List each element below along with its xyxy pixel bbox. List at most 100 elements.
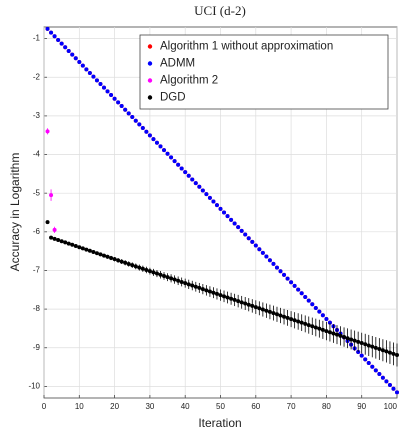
marker (211, 199, 216, 204)
marker (63, 45, 68, 50)
y-tick-label: -10 (28, 382, 40, 391)
marker (264, 254, 269, 259)
marker (186, 173, 191, 178)
marker (130, 263, 135, 268)
y-tick-label: -1 (33, 34, 41, 43)
marker (94, 251, 99, 256)
marker (45, 129, 50, 134)
chart-title: UCI (d-2) (194, 3, 246, 18)
marker (313, 305, 318, 310)
marker (94, 78, 99, 83)
x-tick-label: 10 (75, 402, 84, 411)
marker (123, 107, 128, 112)
marker (126, 111, 131, 116)
marker (352, 338, 357, 343)
marker (151, 137, 156, 142)
marker (52, 34, 57, 39)
marker (264, 308, 269, 313)
marker (359, 341, 364, 346)
marker (70, 242, 75, 247)
marker (363, 357, 368, 362)
marker (119, 259, 124, 264)
x-tick-label: 20 (110, 402, 119, 411)
x-tick-label: 100 (384, 402, 398, 411)
marker (193, 284, 198, 289)
marker (49, 30, 54, 35)
marker (387, 350, 392, 355)
marker (243, 232, 248, 237)
marker (84, 67, 89, 72)
marker (285, 276, 290, 281)
marker (306, 323, 311, 328)
marker (151, 270, 156, 275)
marker (197, 184, 202, 189)
marker (204, 288, 209, 293)
marker (236, 225, 241, 230)
marker (260, 307, 265, 312)
marker (229, 217, 234, 222)
marker (363, 342, 368, 347)
marker (126, 261, 131, 266)
marker (278, 313, 283, 318)
marker (232, 221, 237, 226)
marker (87, 70, 92, 75)
marker (289, 280, 294, 285)
marker (102, 85, 107, 90)
x-tick-label: 40 (181, 402, 190, 411)
marker (250, 303, 255, 308)
legend-box (139, 34, 389, 110)
marker (154, 140, 159, 145)
marker (306, 298, 311, 303)
marker (327, 330, 332, 335)
y-tick-label: -6 (33, 227, 41, 236)
marker (370, 344, 375, 349)
marker (56, 238, 61, 243)
marker (289, 317, 294, 322)
x-tick-label: 60 (251, 402, 260, 411)
marker (116, 258, 121, 263)
marker (109, 93, 114, 98)
marker (395, 353, 399, 358)
marker (257, 247, 262, 252)
marker (377, 347, 382, 352)
x-tick-label: 90 (357, 402, 366, 411)
marker (52, 227, 57, 232)
marker (137, 265, 142, 270)
marker (144, 129, 149, 134)
marker (169, 155, 174, 160)
marker (377, 372, 382, 377)
marker (59, 239, 64, 244)
legend-marker (147, 78, 153, 83)
marker (123, 260, 128, 265)
marker (274, 312, 279, 317)
marker (324, 316, 329, 321)
marker (207, 289, 212, 294)
marker (303, 321, 308, 326)
marker (391, 386, 396, 391)
marker (313, 325, 318, 330)
series (45, 26, 399, 395)
x-tick-label: 50 (216, 402, 225, 411)
marker (292, 318, 297, 323)
marker (296, 319, 301, 324)
y-tick-label: -2 (33, 72, 41, 81)
marker (303, 294, 308, 299)
marker (119, 104, 124, 109)
legend-marker (147, 44, 153, 49)
marker (222, 294, 227, 299)
marker (317, 309, 322, 314)
marker (73, 244, 78, 249)
marker (112, 96, 117, 101)
marker (45, 220, 50, 225)
marker (179, 166, 184, 171)
marker (176, 278, 181, 283)
marker (282, 314, 287, 319)
marker (243, 301, 248, 306)
marker (179, 279, 184, 284)
y-tick-label: -3 (33, 111, 41, 120)
y-tick-label: -4 (33, 150, 41, 159)
marker (140, 126, 145, 131)
legend-text: DGD (160, 92, 186, 104)
marker (250, 239, 255, 244)
marker (267, 309, 272, 314)
